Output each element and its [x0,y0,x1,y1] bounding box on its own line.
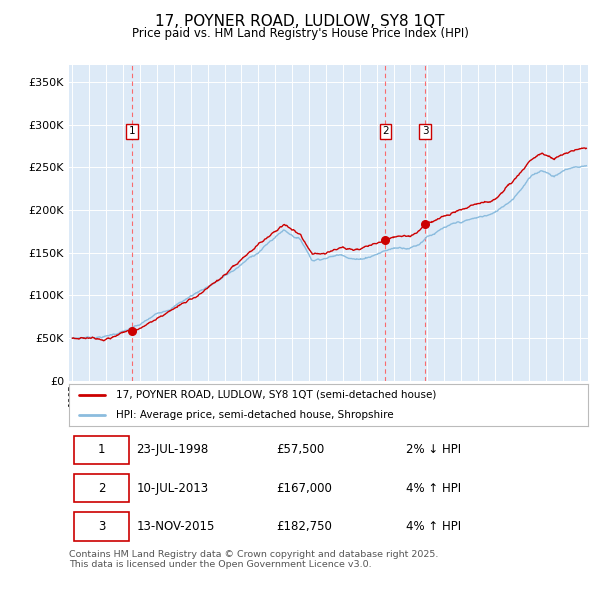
Text: 3: 3 [98,520,105,533]
Text: Price paid vs. HM Land Registry's House Price Index (HPI): Price paid vs. HM Land Registry's House … [131,27,469,40]
Text: 2: 2 [98,481,105,495]
Text: 1: 1 [98,443,105,457]
FancyBboxPatch shape [74,474,128,503]
Text: HPI: Average price, semi-detached house, Shropshire: HPI: Average price, semi-detached house,… [116,409,394,419]
Text: £57,500: £57,500 [277,443,325,457]
Text: 23-JUL-1998: 23-JUL-1998 [136,443,209,457]
Text: 13-NOV-2015: 13-NOV-2015 [136,520,215,533]
Text: 2% ↓ HPI: 2% ↓ HPI [406,443,461,457]
Text: £167,000: £167,000 [277,481,332,495]
Text: Contains HM Land Registry data © Crown copyright and database right 2025.
This d: Contains HM Land Registry data © Crown c… [69,550,439,569]
FancyBboxPatch shape [74,512,128,541]
Text: 2: 2 [382,126,389,136]
Text: 4% ↑ HPI: 4% ↑ HPI [406,481,461,495]
Text: £182,750: £182,750 [277,520,332,533]
FancyBboxPatch shape [74,435,128,464]
Text: 10-JUL-2013: 10-JUL-2013 [136,481,209,495]
Text: 1: 1 [129,126,136,136]
Text: 4% ↑ HPI: 4% ↑ HPI [406,520,461,533]
Text: 3: 3 [422,126,428,136]
Text: 17, POYNER ROAD, LUDLOW, SY8 1QT: 17, POYNER ROAD, LUDLOW, SY8 1QT [155,14,445,28]
Text: 17, POYNER ROAD, LUDLOW, SY8 1QT (semi-detached house): 17, POYNER ROAD, LUDLOW, SY8 1QT (semi-d… [116,390,436,400]
